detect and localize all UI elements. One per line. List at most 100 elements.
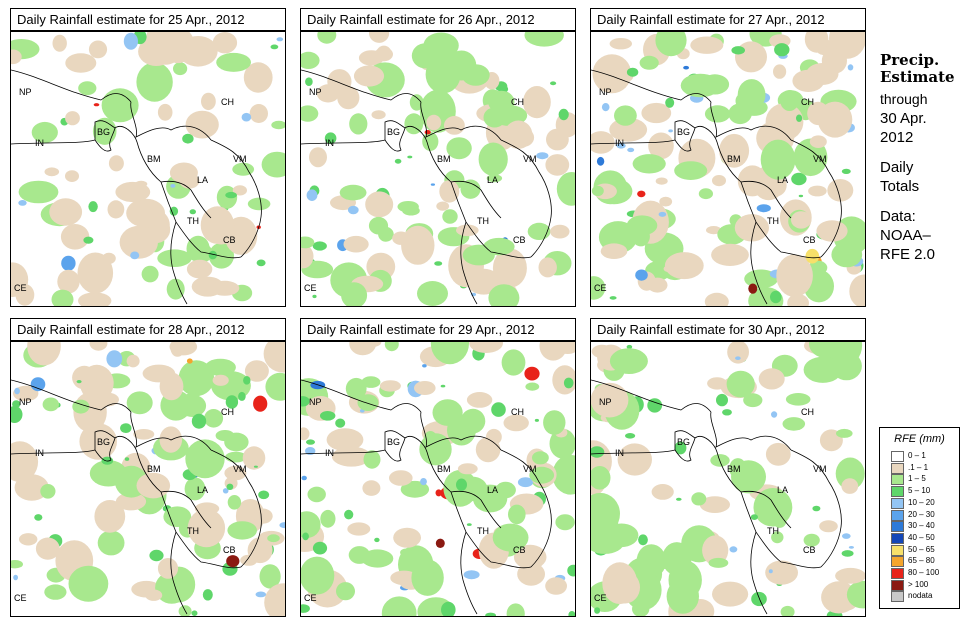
rain-cell bbox=[301, 51, 320, 69]
country-label-in: IN bbox=[615, 448, 624, 458]
country-label-vm: VM bbox=[523, 154, 537, 164]
rain-cell bbox=[40, 484, 56, 499]
country-label-bm: BM bbox=[437, 154, 451, 164]
side-daily-line2: Totals bbox=[880, 178, 920, 195]
country-label-np: NP bbox=[599, 87, 612, 97]
country-label-in: IN bbox=[35, 138, 44, 148]
rain-cell bbox=[478, 142, 508, 176]
rain-cell bbox=[326, 428, 364, 452]
rain-cell bbox=[787, 293, 809, 306]
rain-cell bbox=[552, 455, 575, 495]
rain-cell bbox=[301, 475, 307, 481]
rain-cell bbox=[78, 81, 97, 96]
rain-cell bbox=[707, 377, 728, 390]
legend-label: 5 – 10 bbox=[908, 486, 931, 496]
country-label-la: LA bbox=[487, 175, 499, 185]
legend-swatch bbox=[891, 486, 904, 498]
rain-cell bbox=[227, 521, 257, 540]
panel-title: Daily Rainfall estimate for 26 Apr., 201… bbox=[300, 8, 576, 31]
rain-cell bbox=[353, 65, 385, 87]
rain-cell bbox=[690, 36, 724, 54]
rain-cell bbox=[157, 558, 179, 579]
rain-cell bbox=[393, 527, 421, 548]
rain-cell bbox=[72, 365, 97, 390]
rain-cell bbox=[126, 391, 153, 415]
country-border bbox=[740, 490, 792, 529]
rain-cell bbox=[704, 292, 729, 306]
rain-cell bbox=[253, 465, 258, 468]
rain-cell bbox=[632, 154, 666, 174]
rain-cell bbox=[809, 135, 827, 148]
rain-cell bbox=[648, 132, 674, 160]
panel-title: Daily Rainfall estimate for 27 Apr., 201… bbox=[590, 8, 866, 31]
rain-cell bbox=[804, 32, 829, 53]
rain-cell bbox=[659, 196, 673, 207]
rain-cell bbox=[216, 52, 252, 72]
rain-cell bbox=[466, 523, 472, 526]
rain-cell bbox=[743, 393, 763, 408]
country-border bbox=[740, 180, 792, 219]
rain-cell bbox=[434, 261, 443, 266]
rain-cell bbox=[680, 73, 721, 98]
rain-cell bbox=[821, 581, 857, 614]
rain-cell bbox=[796, 114, 803, 122]
rain-cell bbox=[626, 67, 639, 77]
rain-cell bbox=[238, 391, 246, 401]
legend-swatch bbox=[891, 591, 904, 603]
rain-cell bbox=[647, 398, 663, 413]
side-date-line1: 30 Apr. bbox=[880, 110, 927, 127]
rain-cell bbox=[704, 105, 731, 123]
rain-cell bbox=[683, 65, 689, 70]
rain-cell bbox=[347, 522, 371, 536]
rain-cell bbox=[563, 377, 574, 389]
rainfall-field bbox=[11, 32, 285, 306]
rain-cell bbox=[731, 46, 745, 55]
rain-cell bbox=[374, 537, 380, 543]
rain-cell bbox=[658, 211, 667, 217]
rain-cell bbox=[543, 410, 566, 435]
rain-cell bbox=[614, 105, 637, 126]
rain-cell bbox=[626, 215, 658, 236]
rain-cell bbox=[773, 513, 787, 528]
rain-cell bbox=[267, 534, 280, 543]
rainfall-map: NP CH IN BG BM VM LA TH CB CE bbox=[590, 31, 866, 307]
country-label-ce: CE bbox=[14, 593, 27, 603]
country-border bbox=[500, 449, 552, 568]
country-border bbox=[465, 531, 532, 569]
rain-cell bbox=[750, 514, 758, 520]
rain-cell bbox=[161, 32, 195, 64]
rain-cell bbox=[68, 565, 109, 602]
legend-swatch bbox=[891, 509, 904, 521]
rain-cell bbox=[524, 366, 540, 381]
legend-label: nodata bbox=[908, 591, 933, 601]
rain-cell bbox=[265, 372, 285, 401]
rain-cell bbox=[483, 237, 515, 256]
rain-cell bbox=[301, 105, 319, 122]
rain-cell bbox=[524, 32, 564, 47]
rain-cell bbox=[434, 36, 459, 50]
country-border bbox=[755, 221, 822, 259]
rain-cell bbox=[222, 488, 229, 494]
rain-cell bbox=[335, 418, 346, 428]
rain-cell bbox=[841, 168, 851, 174]
country-border bbox=[301, 69, 422, 103]
rain-cell bbox=[134, 180, 148, 188]
country-label-in: IN bbox=[325, 448, 334, 458]
rain-cell bbox=[204, 409, 224, 428]
rain-cell bbox=[106, 350, 123, 368]
legend-swatch bbox=[891, 451, 904, 462]
rain-cell bbox=[226, 483, 234, 490]
rainfall-field bbox=[11, 342, 285, 616]
legend-swatch bbox=[891, 579, 904, 591]
rain-cell bbox=[508, 504, 526, 525]
rain-cell bbox=[841, 550, 854, 557]
rain-cell bbox=[89, 342, 108, 351]
rain-cell bbox=[665, 97, 675, 108]
rain-cell bbox=[226, 555, 240, 568]
rain-cell bbox=[655, 551, 673, 569]
rain-cell bbox=[491, 402, 506, 417]
rain-cell bbox=[320, 509, 336, 528]
rain-cell bbox=[492, 523, 529, 552]
rain-cell bbox=[279, 522, 285, 529]
rain-cell bbox=[76, 380, 82, 384]
